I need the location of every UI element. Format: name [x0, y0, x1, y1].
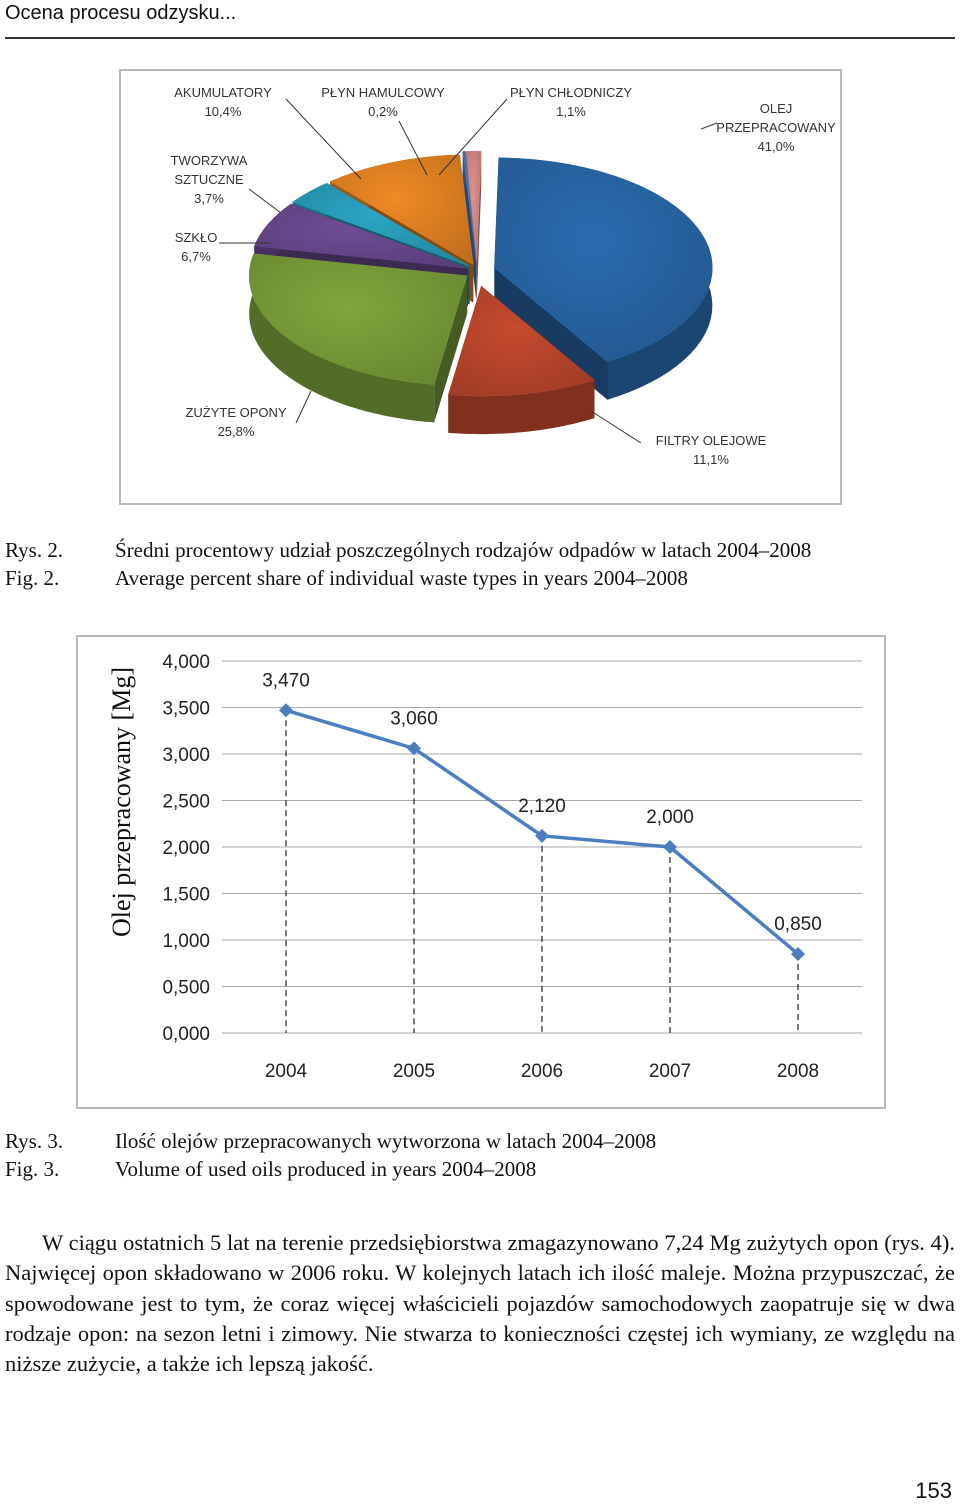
- running-title: Ocena procesu odzysku...: [5, 2, 237, 24]
- pie-slice-0: [494, 157, 713, 363]
- y-tick-label-1: 0,500: [162, 978, 210, 999]
- pie-slice-edge-1: [448, 380, 595, 435]
- pie-leader-line-4: [248, 188, 282, 214]
- pie-slice-4: [292, 182, 470, 267]
- y-tick-label-6: 3,000: [162, 745, 210, 766]
- y-tick-label-0: 0,000: [162, 1024, 210, 1045]
- pie-slice-3: [253, 203, 468, 269]
- data-label-3: 2,000: [646, 807, 694, 828]
- pie-leader-line-5: [285, 98, 362, 180]
- figure-2-pie-chart: OLEJ PRZEPRACOWANY 41,0% FILTRY OLEJOWE 11,1…: [119, 69, 842, 505]
- figure-2-caption-en: Average percent share of individual wast…: [115, 566, 688, 590]
- data-point-0: [279, 703, 293, 718]
- pie-label-5-line-0: AKUMULATORY: [174, 85, 272, 100]
- pie-label-1-line-0: FILTRY OLEJOWE: [656, 433, 767, 448]
- data-label-1: 3,060: [390, 708, 438, 729]
- pie-chart-svg: OLEJ PRZEPRACOWANY 41,0% FILTRY OLEJOWE 11,1…: [171, 85, 836, 467]
- pie-slice-7: [465, 150, 482, 262]
- figure-3-caption-en-label: Fig. 3.: [5, 1157, 60, 1181]
- pie-slice-side-0-1: [494, 267, 608, 400]
- figure-2-caption-en-label: Fig. 2.: [5, 566, 60, 590]
- pie-leader-line-6: [398, 120, 428, 176]
- pie-label-3-line-0: SZKŁO: [175, 230, 218, 245]
- y-tick-label-7: 3,500: [162, 699, 210, 720]
- pie-percent-6: 0,2%: [368, 104, 398, 119]
- data-point-2: [535, 828, 549, 843]
- pie-label-6-line-0: PŁYN HAMULCOWY: [321, 85, 445, 100]
- page-number: 153: [915, 1478, 952, 1503]
- data-point-4: [791, 946, 805, 961]
- pie-leader-line-1: [590, 410, 642, 444]
- body-paragraph: W ciągu ostatnich 5 lat na terenie przed…: [5, 1230, 955, 1377]
- pie-slice-6: [462, 151, 477, 262]
- pie-label-0-line-0: OLEJ: [760, 101, 793, 116]
- data-label-0: 3,470: [262, 670, 310, 691]
- x-tick-label-4: 2008: [777, 1061, 819, 1082]
- pie-slice-2: [248, 253, 468, 385]
- figure-3-line-chart: 0,000 0,500 1,000 1,500 2,000 2,500 3,000 3,500…: [76, 635, 886, 1109]
- line-chart-svg: 0,000 0,500 1,000 1,500 2,000 2,500 3,000 3,500…: [107, 652, 862, 1082]
- pie-label-2-line-0: ZUŻYTE OPONY: [185, 405, 286, 420]
- pie-label-0-line-1: PRZEPRACOWANY: [716, 120, 836, 135]
- data-point-1: [407, 741, 421, 756]
- x-axis: 2004 2005 2006 2007 2008: [265, 1061, 819, 1082]
- x-tick-label-2: 2006: [521, 1061, 563, 1082]
- pie-slice-1: [447, 285, 595, 397]
- pie-slices: [248, 150, 713, 397]
- data-point-3: [663, 840, 677, 854]
- y-tick-label-4: 2,000: [162, 838, 210, 859]
- data-label-2: 2,120: [518, 796, 566, 817]
- figure-2-caption-pl: Średni procentowy udział poszczególnych …: [115, 538, 812, 562]
- figure-3-caption-pl: Ilość olejów przepracowanych wytworzona …: [115, 1129, 657, 1153]
- series-markers: 3,470 3,060 2,120 2,000 0,850: [262, 670, 822, 961]
- drop-lines: [285, 710, 799, 1033]
- pie-percent-2: 25,8%: [218, 424, 255, 439]
- running-header: Ocena procesu odzysku...: [5, 0, 955, 39]
- pie-percent-1: 11,1%: [693, 452, 729, 467]
- x-tick-label-0: 2004: [265, 1061, 308, 1082]
- pie-slice-5: [329, 154, 474, 265]
- pie-percent-7: 1,1%: [556, 104, 586, 119]
- y-tick-label-8: 4,000: [162, 652, 210, 673]
- body-text: W ciągu ostatnich 5 lat na terenie przed…: [5, 1228, 955, 1379]
- pie-label-4-line-0: TWORZYWA: [171, 153, 248, 168]
- y-tick-label-2: 1,000: [162, 931, 210, 952]
- pie-leader-line-7: [438, 98, 508, 176]
- pie-percent-0: 41,0%: [758, 139, 795, 154]
- pie-slice-edge-2: [249, 253, 435, 423]
- x-tick-label-1: 2005: [393, 1061, 435, 1082]
- data-label-4: 0,850: [774, 914, 822, 935]
- figure-3-caption-pl-label: Rys. 3.: [5, 1129, 64, 1153]
- figure-2-caption-pl-label: Rys. 2.: [5, 538, 64, 562]
- pie-percent-5: 10,4%: [205, 104, 242, 119]
- figure-3-caption-en: Volume of used oils produced in years 20…: [115, 1157, 537, 1181]
- y-tick-label-5: 2,500: [162, 792, 210, 813]
- pie-percent-4: 3,7%: [194, 191, 224, 206]
- pie-label-7-line-0: PŁYN CHŁODNICZY: [510, 85, 632, 100]
- pie-leader-line-0: [700, 122, 718, 130]
- pie-labels: OLEJ PRZEPRACOWANY 41,0% FILTRY OLEJOWE 11,1…: [171, 85, 836, 467]
- pie-label-4-line-1: SZTUCZNE: [174, 172, 244, 187]
- y-axis-label: Olej przepracowany [Mg]: [107, 667, 136, 937]
- y-tick-label-3: 1,500: [162, 885, 210, 906]
- pie-leader-line-2: [295, 390, 312, 424]
- x-tick-label-3: 2007: [649, 1061, 691, 1082]
- pie-percent-3: 6,7%: [181, 249, 211, 264]
- line-grid: 0,000 0,500 1,000 1,500 2,000 2,500 3,000 3,500…: [162, 652, 862, 1045]
